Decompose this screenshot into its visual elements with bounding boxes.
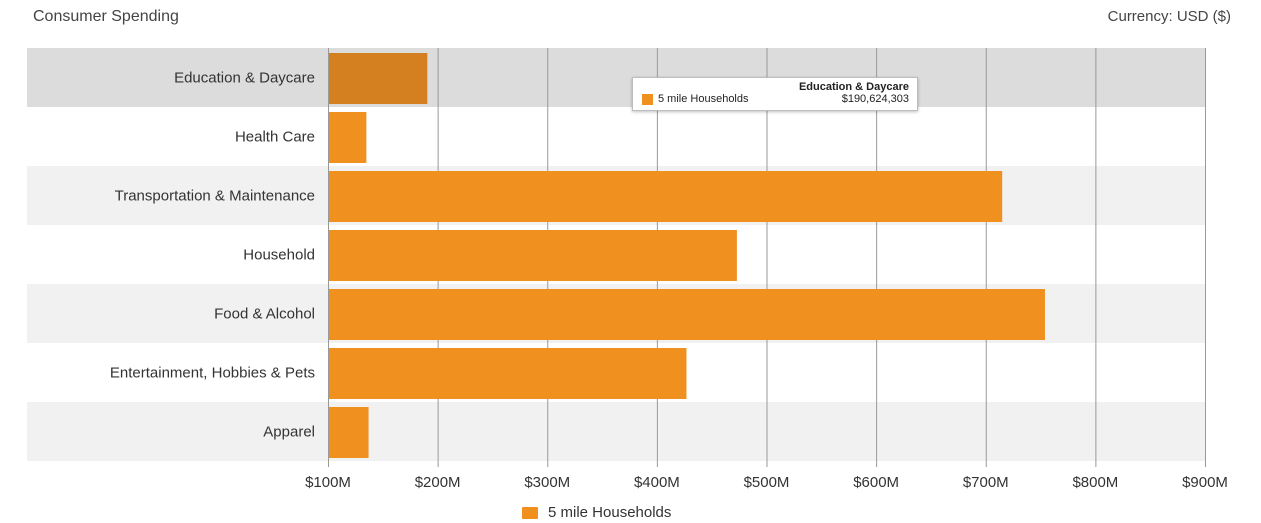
category-label: Education & Daycare	[174, 70, 315, 87]
x-tick-label: $300M	[524, 474, 570, 491]
x-tick-label: $200M	[415, 474, 461, 491]
row-band	[27, 48, 1205, 107]
tooltip-title: Education & Daycare	[798, 81, 909, 93]
tooltip-series-swatch	[642, 94, 653, 105]
category-label: Entertainment, Hobbies & Pets	[110, 365, 315, 382]
x-tick-label: $900M	[1182, 474, 1228, 491]
bar-chart: $100M $200M $300M $400M $500M $600M $700M $800M…	[27, 48, 1228, 491]
x-tick-label: $400M	[634, 474, 680, 491]
row-band	[27, 402, 1205, 461]
bar	[329, 171, 1003, 222]
category-label: Transportation & Maintenance	[115, 188, 315, 205]
bar	[329, 289, 1045, 340]
bar	[329, 407, 369, 458]
x-tick-label: $500M	[744, 474, 790, 491]
x-tick-label: $100M	[305, 474, 351, 491]
x-tick-label: $700M	[963, 474, 1009, 491]
category-label: Household	[243, 247, 315, 264]
bar	[329, 230, 737, 281]
bar	[329, 112, 367, 163]
category-label: Apparel	[263, 424, 315, 441]
legend-label: 5 mile Households	[548, 504, 672, 521]
category-label: Food & Alcohol	[214, 306, 315, 323]
chart-title: Consumer Spending	[33, 8, 179, 25]
x-tick-label: $600M	[853, 474, 899, 491]
tooltip-value: $190,624,303	[841, 93, 909, 105]
category-label: Health Care	[235, 129, 315, 146]
x-tick-label: $800M	[1072, 474, 1118, 491]
tooltip-series-label: 5 mile Households	[658, 93, 749, 105]
chart-tooltip: Education & Daycare 5 mile Households $1…	[632, 77, 918, 111]
currency-label: Currency: USD ($)	[1107, 8, 1231, 25]
bar	[329, 53, 428, 104]
bar	[329, 348, 687, 399]
legend-swatch	[522, 507, 538, 519]
